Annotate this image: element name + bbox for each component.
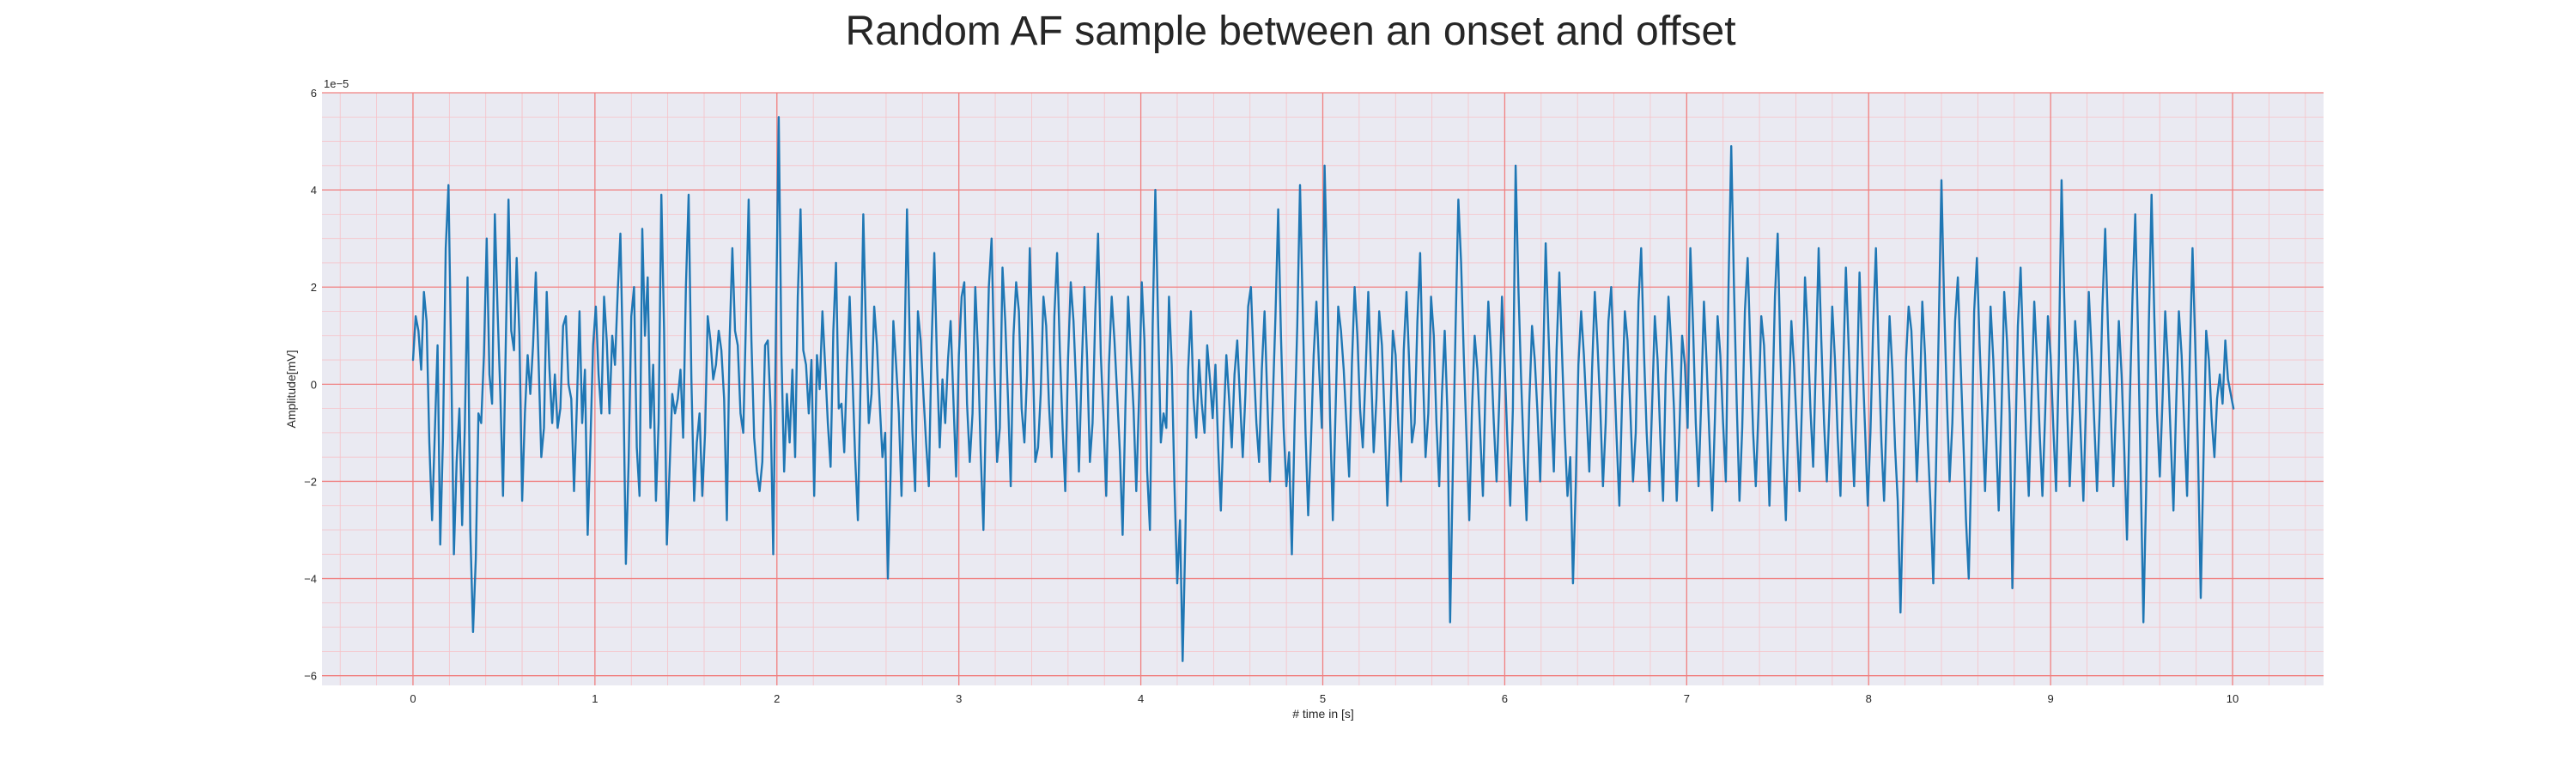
x-tick-label: 1: [592, 692, 598, 705]
y-tick-label: −6: [304, 670, 317, 683]
x-axis-label: # time in [s]: [1292, 707, 1354, 721]
x-tick-labels: 0 1 2 3 4 5 6 7 8 9 10: [410, 692, 2239, 705]
x-tick-label: 8: [1866, 692, 1872, 705]
x-tick-label: 2: [774, 692, 780, 705]
y-axis-offset-label: 1e−5: [324, 77, 349, 90]
y-tick-label: 0: [311, 378, 317, 391]
chart-title: Random AF sample between an onset and of…: [845, 9, 1735, 54]
x-tick-label: 9: [2048, 692, 2054, 705]
x-tick-label: 10: [2227, 692, 2239, 705]
y-tick-label: 6: [311, 87, 317, 100]
y-axis-label: Amplitude[mV]: [284, 350, 298, 428]
x-tick-label: 0: [410, 692, 416, 705]
x-tick-label: 7: [1684, 692, 1690, 705]
y-tick-label: 4: [311, 184, 317, 197]
x-tick-label: 6: [1502, 692, 1508, 705]
x-tick-label: 4: [1138, 692, 1144, 705]
signal-line: [411, 116, 2235, 662]
x-tick-label: 5: [1320, 692, 1326, 705]
y-tick-label: −2: [304, 475, 317, 488]
y-tick-label: −4: [304, 573, 317, 586]
y-tick-labels: −6 −4 −2 0 2 4 6: [304, 87, 317, 683]
x-tick-label: 3: [956, 692, 962, 705]
y-tick-label: 2: [311, 281, 317, 294]
